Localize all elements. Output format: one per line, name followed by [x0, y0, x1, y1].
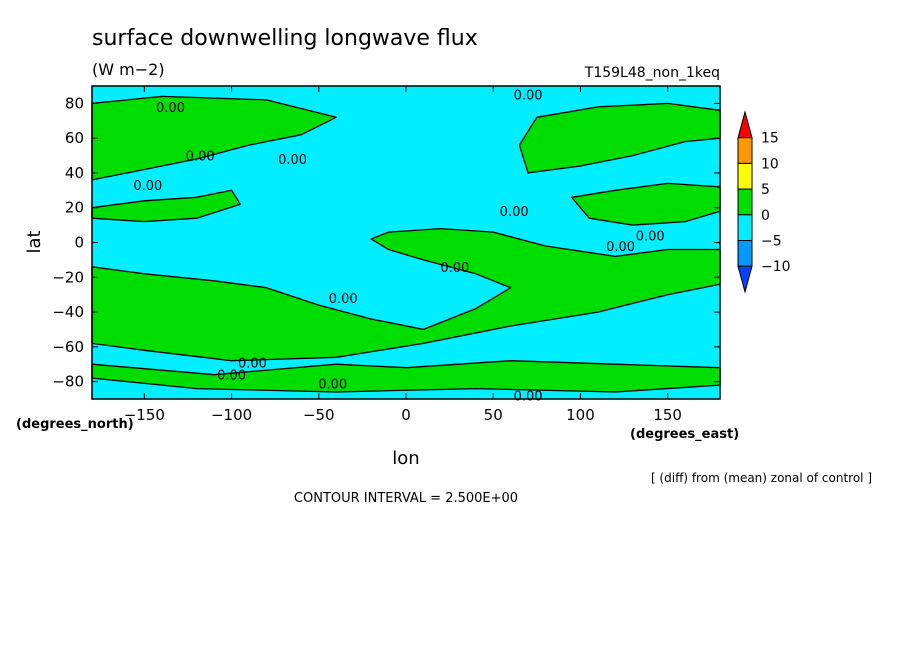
- x-tick-label: −100: [211, 406, 252, 424]
- contour-label: 0.00: [440, 261, 469, 276]
- fill-region-2: [91, 189, 241, 223]
- y-tick-label: 80: [65, 94, 84, 112]
- chart-units: (W m−2): [92, 60, 165, 79]
- chart-title: surface downwelling longwave flux: [92, 26, 478, 51]
- x-tick-label: −50: [303, 406, 335, 424]
- contour-label: 0.00: [217, 369, 246, 384]
- difference-note: [ (diff) from (mean) zonal of control ]: [651, 471, 872, 485]
- x-tick-label: −150: [124, 406, 165, 424]
- contour-label: 0.00: [318, 377, 347, 392]
- x-axis: −150 −100 −50 0 50 100 150: [124, 86, 682, 424]
- colorbar-label: 0: [761, 208, 770, 224]
- contour-interval: CONTOUR INTERVAL = 2.500E+00: [294, 491, 518, 506]
- plot-area: 0.000.00 0.000.000.000.000.000.000.000.00…: [91, 85, 721, 405]
- y-tick-label: −20: [52, 268, 84, 286]
- y-axis: 80 60 40 20 0 −20 −40 −60 −80: [52, 94, 720, 391]
- y-tick-label: −40: [52, 303, 84, 321]
- run-label: T159L48_non_1keq: [584, 65, 720, 81]
- contour-label: 0.00: [500, 205, 529, 220]
- contour-label: 0.00: [133, 179, 162, 194]
- colorbar-label: 5: [761, 182, 770, 198]
- y-tick-label: 0: [74, 234, 84, 252]
- fill-region-1: [91, 95, 337, 181]
- contour-labels: 0.000.00 0.000.000.000.000.000.000.000.00…: [133, 89, 664, 405]
- x-units-label: (degrees_east): [630, 427, 739, 442]
- colorbar-segment: [737, 137, 753, 164]
- y-tick-label: −80: [52, 373, 84, 391]
- colorbar-label: 15: [761, 131, 779, 147]
- colorbar-bottom-arrow: [737, 265, 753, 294]
- fill-regions: [91, 95, 721, 393]
- x-tick-label: 0: [401, 406, 411, 424]
- y-units-label: (degrees_north): [16, 417, 134, 432]
- y-tick-label: −60: [52, 338, 84, 356]
- colorbar: 15 10 5 0 −5 −10: [737, 110, 791, 294]
- x-tick-label: 150: [653, 406, 682, 424]
- fill-region-0: [91, 227, 721, 362]
- colorbar-segment: [737, 240, 753, 267]
- contour-label: 0.00: [329, 292, 358, 307]
- colorbar-label: −10: [761, 259, 791, 275]
- contour-label: 0.00: [238, 356, 267, 371]
- y-tick-label: 40: [65, 164, 84, 182]
- contour-label: 0.00: [606, 240, 635, 255]
- colorbar-label: −5: [761, 234, 782, 250]
- contour-label: 0.00: [636, 230, 665, 245]
- contour-label: 0.00: [514, 89, 543, 104]
- y-axis-label: lat: [24, 230, 45, 253]
- contour-label: 0.00: [514, 390, 543, 405]
- contour-label: 0.00: [186, 150, 215, 165]
- contour-label: 0.00: [278, 153, 307, 168]
- colorbar-segment: [737, 188, 753, 216]
- y-tick-label: 60: [65, 129, 84, 147]
- x-tick-label: 100: [566, 406, 595, 424]
- colorbar-segment: [737, 162, 753, 190]
- colorbar-segment: [737, 214, 753, 242]
- x-axis-label: lon: [392, 448, 419, 469]
- y-tick-label: 20: [65, 199, 84, 217]
- x-tick-label: 50: [484, 406, 503, 424]
- colorbar-top-arrow: [737, 110, 753, 139]
- contour-label: 0.00: [156, 101, 185, 116]
- colorbar-label: 10: [761, 156, 779, 172]
